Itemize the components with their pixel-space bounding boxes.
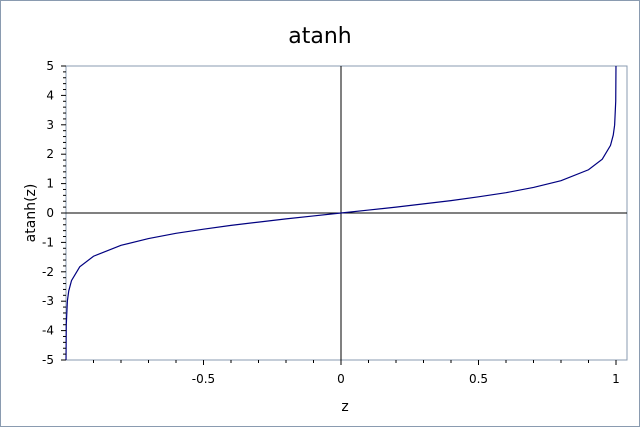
y-tick-label: 2 (46, 147, 54, 161)
y-tick-label: 4 (46, 88, 54, 102)
y-axis-label: atanh(z) (23, 184, 39, 243)
y-tick-label: 5 (46, 59, 54, 73)
y-tick-label: -1 (42, 235, 54, 249)
series-line-0 (65, 65, 617, 361)
chart-title: atanh (288, 24, 351, 49)
x-tick-label: -0.5 (192, 372, 215, 386)
x-axis-label: z (341, 399, 348, 415)
x-tick-label: 0.5 (469, 372, 488, 386)
y-tick-label: 1 (46, 177, 54, 191)
y-tick-label: -2 (42, 265, 54, 279)
x-tick-label: 1 (612, 372, 620, 386)
y-tick-label: -3 (42, 294, 54, 308)
y-tick-label: 3 (46, 118, 54, 132)
y-tick-label: -5 (42, 353, 54, 367)
y-tick-label: -4 (42, 324, 54, 338)
y-tick-label: 0 (46, 206, 54, 220)
x-tick-label: 0 (337, 372, 345, 386)
